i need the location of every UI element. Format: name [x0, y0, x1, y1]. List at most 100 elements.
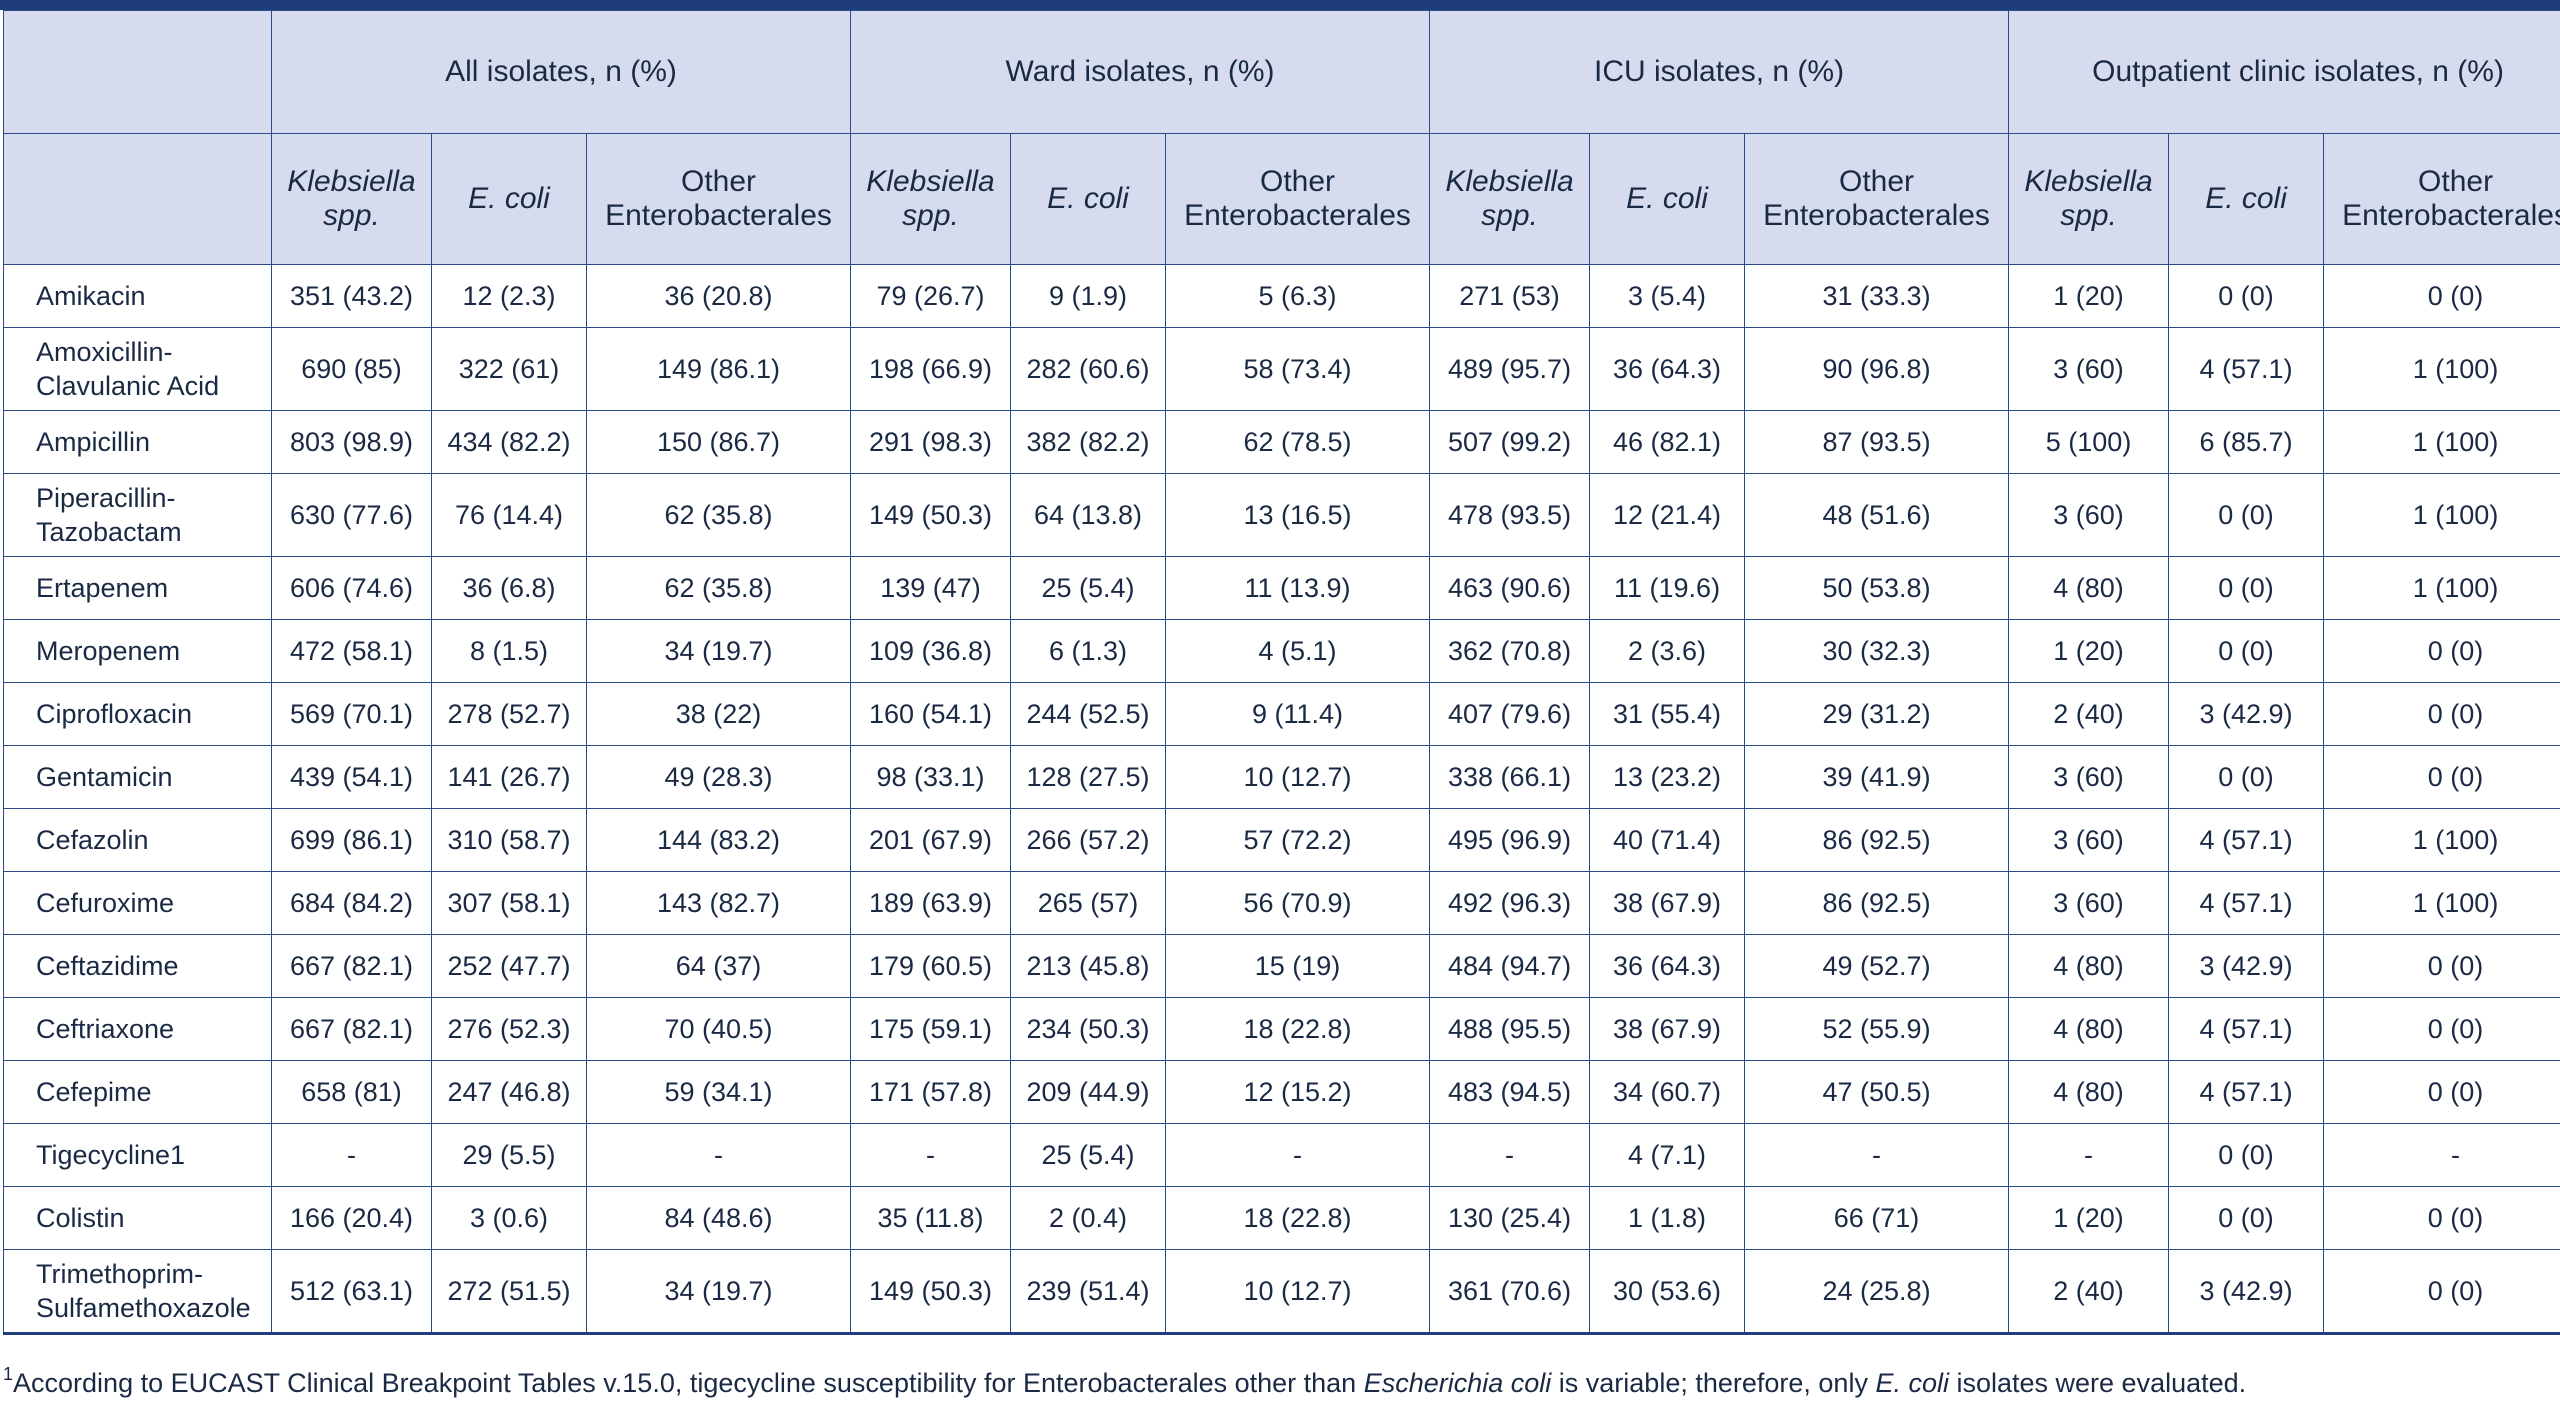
value-cell: 38 (67.9): [1589, 997, 1746, 1061]
drug-name-cell: Cefazolin: [3, 808, 272, 872]
value-cell: 5 (100): [2008, 410, 2170, 474]
drug-name-cell: Trimethoprim-Sulfamethoxazole: [3, 1249, 272, 1335]
value-cell: 0 (0): [2168, 745, 2325, 809]
value-cell: 1 (100): [2323, 473, 2560, 557]
value-cell: 244 (52.5): [1010, 682, 1167, 746]
table-row: Amikacin 351 (43.2) 12 (2.3) 36 (20.8) 79 (2…: [3, 264, 2560, 328]
value-cell: -: [1165, 1123, 1431, 1187]
group-header-row: All isolates, n (%) Ward isolates, n (%)…: [3, 10, 2560, 134]
subheader-klebsiella: Klebsiella spp.: [1429, 133, 1591, 265]
value-cell: 62 (35.8): [585, 473, 852, 557]
value-cell: -: [2008, 1123, 2170, 1187]
value-cell: 48 (51.6): [1744, 473, 2010, 557]
value-cell: 4 (80): [2008, 556, 2170, 620]
value-cell: 276 (52.3): [431, 997, 587, 1061]
value-cell: 307 (58.1): [431, 871, 587, 935]
value-cell: 12 (2.3): [431, 264, 587, 328]
drug-name-cell: Ceftazidime: [3, 934, 272, 998]
value-cell: -: [1429, 1123, 1591, 1187]
value-cell: 36 (20.8): [585, 264, 852, 328]
resistance-table: All isolates, n (%) Ward isolates, n (%)…: [3, 10, 2560, 1335]
value-cell: 47 (50.5): [1744, 1060, 2010, 1124]
drug-name-cell: Amikacin: [3, 264, 272, 328]
value-cell: 86 (92.5): [1744, 808, 2010, 872]
value-cell: 62 (78.5): [1165, 410, 1431, 474]
value-cell: 34 (19.7): [585, 1249, 852, 1335]
value-cell: 24 (25.8): [1744, 1249, 2010, 1335]
value-cell: 18 (22.8): [1165, 997, 1431, 1061]
value-cell: 1 (100): [2323, 871, 2560, 935]
value-cell: 49 (28.3): [585, 745, 852, 809]
subheader-other: Other Enterobacterales: [2323, 133, 2560, 265]
value-cell: 0 (0): [2323, 745, 2560, 809]
value-cell: 175 (59.1): [850, 997, 1012, 1061]
drug-name-cell: Colistin: [3, 1186, 272, 1250]
value-cell: 9 (1.9): [1010, 264, 1167, 328]
value-cell: 3 (60): [2008, 808, 2170, 872]
value-cell: 0 (0): [2168, 619, 2325, 683]
table-row: Tigecycline1-29 (5.5) - -25 (5.4) - -4 (7.1)…: [3, 1123, 2560, 1187]
value-cell: 59 (34.1): [585, 1060, 852, 1124]
value-cell: 0 (0): [2168, 473, 2325, 557]
value-cell: 90 (96.8): [1744, 327, 2010, 411]
table-row: Piperacillin-Tazobactam 630 (77.6) 76 (14.…: [3, 473, 2560, 557]
value-cell: 36 (64.3): [1589, 327, 1746, 411]
value-cell: 1 (100): [2323, 327, 2560, 411]
corner-cell-sub: [3, 133, 272, 265]
footnote-italic-1: Escherichia coli: [1363, 1368, 1552, 1398]
value-cell: 484 (94.7): [1429, 934, 1591, 998]
value-cell: 179 (60.5): [850, 934, 1012, 998]
value-cell: 690 (85): [271, 327, 432, 411]
drug-name-cell: Ampicillin: [3, 410, 272, 474]
value-cell: 1 (100): [2323, 410, 2560, 474]
subheader-ecoli: E. coli: [1589, 133, 1746, 265]
value-cell: 4 (80): [2008, 997, 2170, 1061]
footnote: 1According to EUCAST Clinical Breakpoint…: [3, 1364, 2246, 1399]
value-cell: 3 (60): [2008, 327, 2170, 411]
value-cell: 10 (12.7): [1165, 1249, 1431, 1335]
value-cell: 0 (0): [2323, 264, 2560, 328]
value-cell: 699 (86.1): [271, 808, 432, 872]
table-row: Trimethoprim-Sulfamethoxazole 512 (63.1) 2…: [3, 1249, 2560, 1335]
value-cell: 463 (90.6): [1429, 556, 1591, 620]
drug-name-cell: Tigecycline1: [3, 1123, 272, 1187]
table-row: Ampicillin 803 (98.9) 434 (82.2) 150 (86.7)…: [3, 410, 2560, 474]
table-row: Amoxicillin-Clavulanic Acid 690 (85) 322 (…: [3, 327, 2560, 411]
drug-name-cell: Meropenem: [3, 619, 272, 683]
value-cell: 29 (31.2): [1744, 682, 2010, 746]
value-cell: 40 (71.4): [1589, 808, 1746, 872]
value-cell: 569 (70.1): [271, 682, 432, 746]
value-cell: 2 (0.4): [1010, 1186, 1167, 1250]
value-cell: 0 (0): [2168, 556, 2325, 620]
value-cell: 271 (53): [1429, 264, 1591, 328]
group-header-icu: ICU isolates, n (%): [1429, 10, 2010, 134]
value-cell: 49 (52.7): [1744, 934, 2010, 998]
value-cell: 35 (11.8): [850, 1186, 1012, 1250]
value-cell: 265 (57): [1010, 871, 1167, 935]
value-cell: 4 (5.1): [1165, 619, 1431, 683]
subheader-klebsiella: Klebsiella spp.: [850, 133, 1012, 265]
subheader-klebsiella: Klebsiella spp.: [271, 133, 432, 265]
value-cell: 130 (25.4): [1429, 1186, 1591, 1250]
value-cell: 488 (95.5): [1429, 997, 1591, 1061]
value-cell: 4 (7.1): [1589, 1123, 1746, 1187]
value-cell: 64 (37): [585, 934, 852, 998]
value-cell: 4 (57.1): [2168, 871, 2325, 935]
value-cell: 57 (72.2): [1165, 808, 1431, 872]
value-cell: 13 (23.2): [1589, 745, 1746, 809]
value-cell: 84 (48.6): [585, 1186, 852, 1250]
table-row: Ceftazidime 667 (82.1) 252 (47.7) 64 (37) 17…: [3, 934, 2560, 998]
drug-name-cell: Cefepime: [3, 1060, 272, 1124]
value-cell: 803 (98.9): [271, 410, 432, 474]
value-cell: 512 (63.1): [271, 1249, 432, 1335]
value-cell: 3 (42.9): [2168, 682, 2325, 746]
value-cell: 46 (82.1): [1589, 410, 1746, 474]
table-row: Cefazolin 699 (86.1) 310 (58.7) 144 (83.2) 2…: [3, 808, 2560, 872]
value-cell: 25 (5.4): [1010, 556, 1167, 620]
value-cell: 3 (5.4): [1589, 264, 1746, 328]
value-cell: 209 (44.9): [1010, 1060, 1167, 1124]
value-cell: 483 (94.5): [1429, 1060, 1591, 1124]
value-cell: 3 (60): [2008, 745, 2170, 809]
value-cell: 64 (13.8): [1010, 473, 1167, 557]
value-cell: 86 (92.5): [1744, 871, 2010, 935]
